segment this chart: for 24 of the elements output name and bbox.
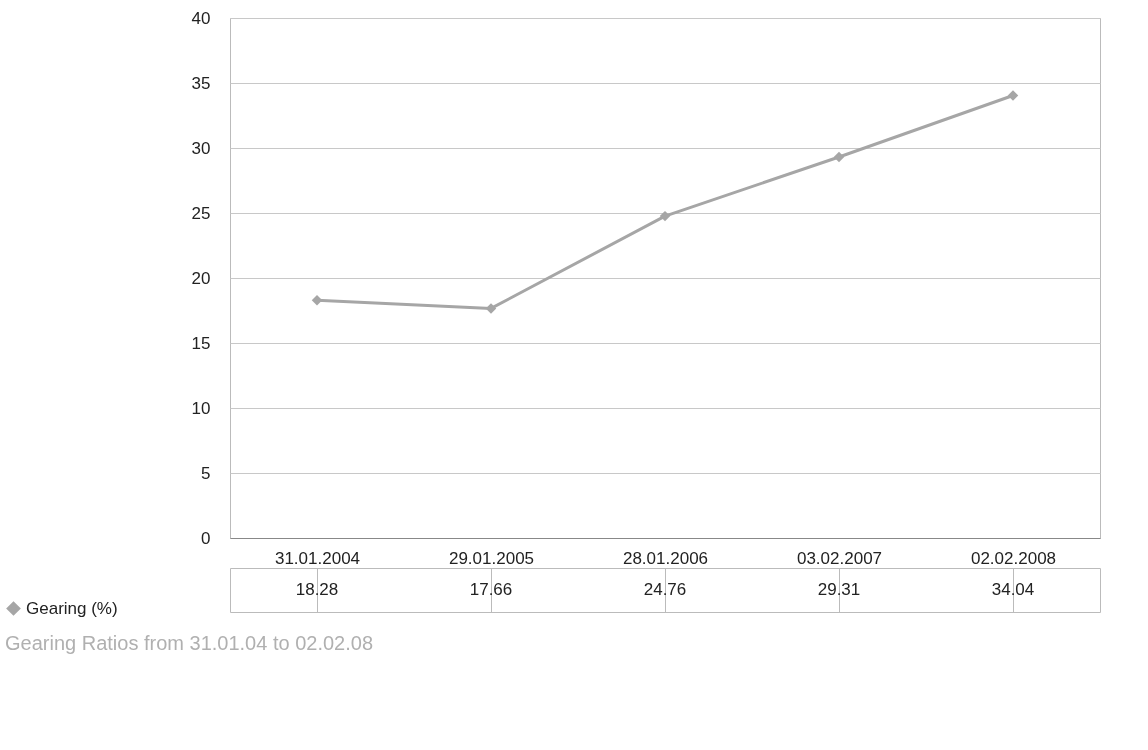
point bbox=[1007, 90, 1019, 101]
y-tick-label: 30 bbox=[191, 138, 211, 158]
text: 18.28 bbox=[295, 580, 339, 599]
text: 24.76 bbox=[643, 580, 687, 599]
text: 17.66 bbox=[469, 580, 513, 599]
x-tick-label: 31.01.2004 bbox=[274, 548, 361, 568]
text: 29.31 bbox=[817, 580, 861, 599]
y-tick-label: 5 bbox=[201, 463, 211, 483]
x-tick-label: 28.01.2006 bbox=[622, 548, 709, 568]
point bbox=[833, 151, 845, 163]
point bbox=[659, 210, 671, 222]
y-tick-label: 25 bbox=[191, 203, 211, 223]
y-tick-label: 40 bbox=[191, 8, 211, 28]
y-tick-label: 15 bbox=[191, 333, 211, 353]
x-tick-label: 29.01.2005 bbox=[448, 548, 535, 568]
y-tick-label: 0 bbox=[201, 528, 211, 548]
y-tick-label: 20 bbox=[191, 268, 211, 288]
y-tick-label: 10 bbox=[191, 398, 211, 418]
y-tick-label: 35 bbox=[191, 73, 211, 93]
legend-label: Gearing (%) bbox=[26, 598, 118, 618]
x-tick-label: 02.02.2008 bbox=[970, 548, 1057, 568]
text: Gearing Ratios from 31.01.04 to 02.02.08 bbox=[5, 632, 374, 654]
x-tick-label: 03.02.2007 bbox=[796, 548, 883, 568]
text: 34.04 bbox=[991, 580, 1035, 599]
